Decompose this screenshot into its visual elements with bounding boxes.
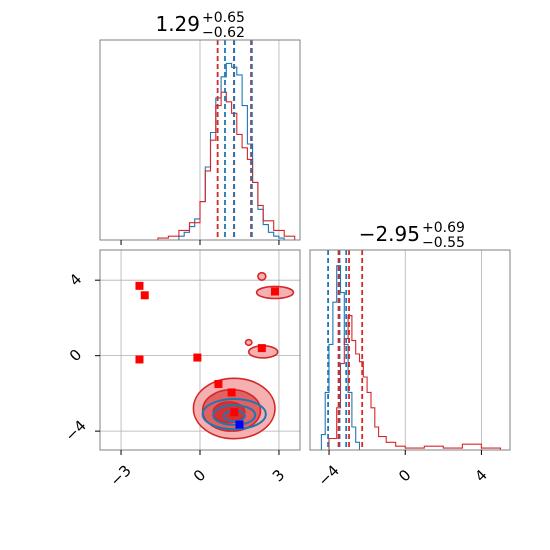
panel-bottom-right-ticks: −4 0 4 (315, 450, 491, 490)
marker-red-square (271, 287, 279, 296)
contour-red-outer (257, 271, 267, 281)
y-tick-label: 0 (66, 346, 85, 365)
histogram-blue (317, 265, 361, 451)
title-top-left-upper: +0.65 (202, 10, 245, 26)
panel-bottom-right-title: −2.95 +0.69 −0.55 (359, 220, 465, 251)
contour-blue (201, 398, 267, 431)
panel-bottom-right-background (310, 250, 510, 450)
histogram-red (321, 315, 502, 451)
marker-red-square (230, 408, 239, 417)
marker-red-square (193, 353, 202, 362)
x-tick-label: −3 (107, 461, 135, 489)
y-tick-label: −4 (61, 417, 89, 445)
title-bottom-right-lower: −0.55 (422, 235, 465, 251)
histogram-blue (173, 62, 285, 241)
marker-red-square (135, 355, 144, 364)
x-tick-label: −4 (315, 461, 343, 489)
panel-bottom-right-gridlines (404, 250, 482, 450)
contour-red-outer (244, 338, 253, 347)
title-top-left-lower: −0.62 (202, 25, 245, 41)
title-bottom-right-value: −2.95 (359, 222, 420, 246)
title-top-left-value: 1.29 (155, 12, 200, 36)
x-tick-label: 3 (269, 466, 288, 485)
panel-bottom-left-markers (135, 281, 279, 429)
panel-top-left-title: 1.29 +0.65 −0.62 (155, 10, 244, 41)
panel-top-left-histograms (147, 62, 296, 241)
panel-bottom-right-histogram: −4 0 4 −2.95 +0.69 −0.55 (309, 220, 511, 490)
panel-bottom-right-frame (309, 249, 511, 451)
panel-top-left-histogram: 1.29 +0.65 −0.62 (99, 10, 301, 245)
title-bottom-right-upper: +0.69 (422, 220, 465, 236)
marker-red-square (257, 344, 266, 353)
x-tick-label: 4 (471, 466, 490, 485)
marker-blue-square (235, 420, 244, 429)
marker-red-square (140, 291, 149, 300)
marker-red-square (227, 388, 236, 397)
marker-red-square (135, 281, 144, 290)
y-tick-label: 4 (66, 270, 85, 289)
panel-top-left-ticks (120, 240, 280, 245)
histogram-red (147, 91, 296, 241)
panel-top-left-quantile-lines (216, 40, 253, 240)
contour-blue (212, 404, 257, 426)
x-tick-label: 0 (395, 466, 414, 485)
panel-bottom-left-2d: −3 0 3 −4 0 4 (61, 249, 301, 490)
panel-bottom-right-quantile-lines (327, 250, 364, 450)
panel-bottom-right-histograms (317, 265, 502, 451)
x-tick-label: 0 (190, 466, 209, 485)
marker-red-square (214, 379, 223, 388)
